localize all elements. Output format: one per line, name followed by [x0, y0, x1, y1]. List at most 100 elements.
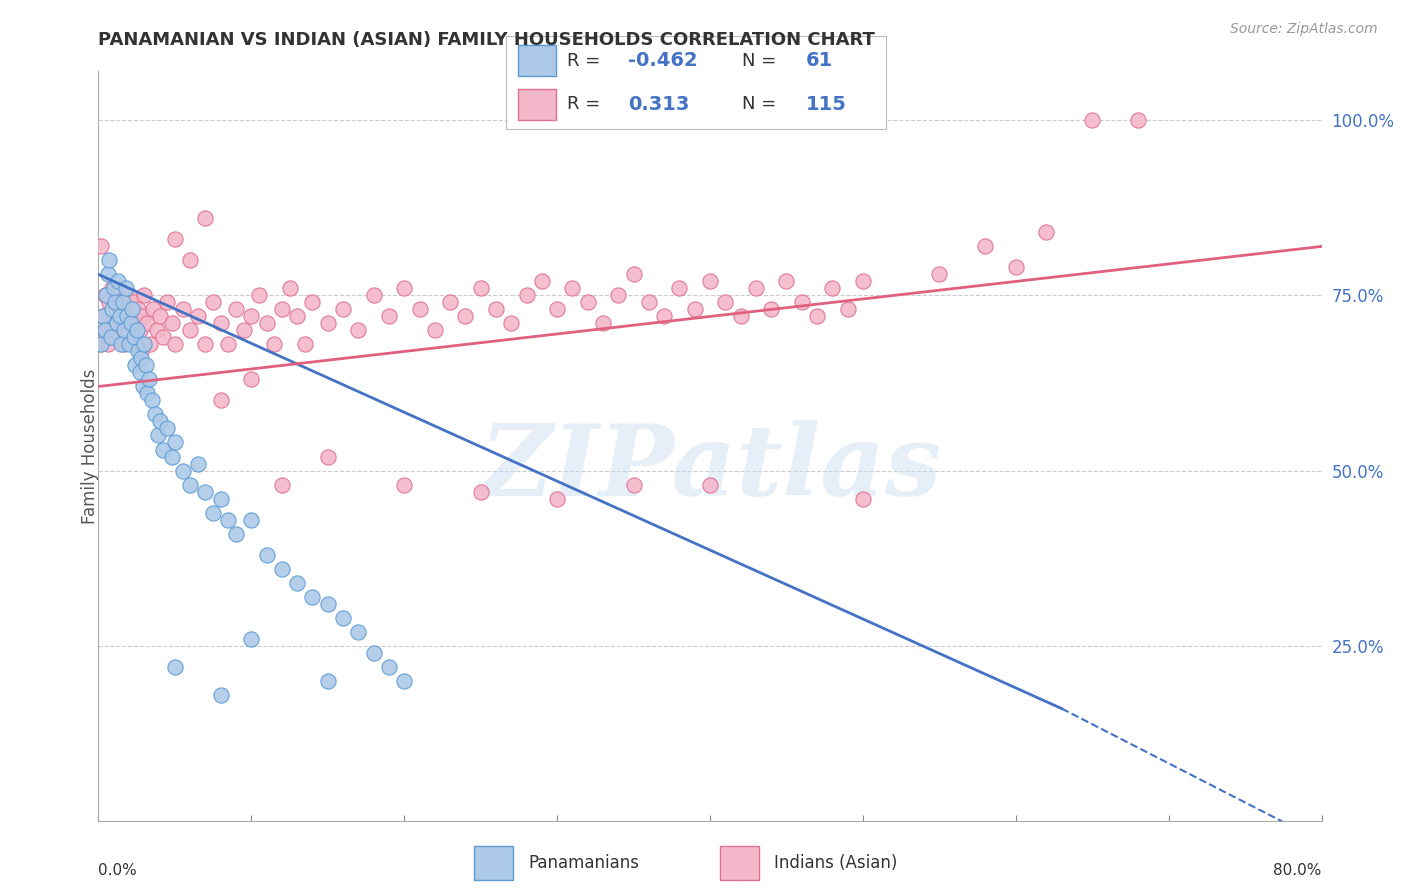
- Point: [128, 323, 150, 337]
- Point: [392, 477, 416, 491]
- Point: [149, 310, 172, 324]
- Point: [652, 310, 675, 324]
- Point: [225, 302, 247, 317]
- Text: -0.462: -0.462: [627, 52, 697, 70]
- Point: [392, 281, 416, 295]
- Point: [592, 317, 614, 331]
- Point: [122, 330, 145, 344]
- Point: [363, 646, 385, 660]
- Point: [285, 575, 308, 590]
- Point: [347, 323, 370, 337]
- Point: [623, 268, 645, 282]
- Point: [91, 310, 114, 324]
- Point: [209, 393, 232, 408]
- Point: [108, 310, 131, 324]
- Point: [89, 337, 111, 351]
- Point: [160, 317, 183, 331]
- Point: [638, 295, 661, 310]
- Point: [101, 302, 124, 317]
- Point: [607, 288, 630, 302]
- Point: [112, 323, 135, 337]
- Point: [278, 281, 301, 295]
- Point: [974, 239, 997, 253]
- Point: [94, 288, 117, 302]
- Point: [111, 317, 134, 331]
- Point: [423, 323, 446, 337]
- Point: [124, 317, 146, 331]
- Point: [129, 344, 152, 359]
- Point: [110, 295, 132, 310]
- Point: [143, 408, 166, 422]
- Bar: [720, 846, 759, 880]
- Point: [179, 323, 201, 337]
- Point: [160, 450, 183, 464]
- Point: [93, 323, 115, 337]
- Point: [202, 506, 225, 520]
- Point: [821, 281, 844, 295]
- Point: [145, 323, 167, 337]
- Point: [108, 330, 131, 344]
- Point: [163, 435, 186, 450]
- Point: [187, 457, 209, 471]
- Point: [141, 393, 163, 408]
- Point: [118, 337, 141, 351]
- Point: [172, 302, 194, 317]
- Point: [115, 281, 138, 295]
- Point: [117, 310, 139, 324]
- Point: [122, 295, 145, 310]
- Point: [156, 421, 179, 435]
- Y-axis label: Family Households: Family Households: [82, 368, 98, 524]
- Point: [217, 337, 239, 351]
- Point: [316, 450, 339, 464]
- Point: [163, 232, 186, 246]
- Point: [103, 281, 125, 295]
- Text: R =: R =: [567, 52, 600, 70]
- Point: [790, 295, 813, 310]
- Point: [852, 275, 875, 289]
- Point: [392, 673, 416, 688]
- Text: 0.313: 0.313: [627, 95, 689, 113]
- Point: [247, 288, 270, 302]
- Point: [1004, 260, 1026, 275]
- Point: [270, 561, 294, 575]
- Point: [1081, 113, 1104, 128]
- Point: [125, 337, 148, 351]
- Point: [156, 295, 179, 310]
- Point: [470, 281, 492, 295]
- Point: [100, 317, 122, 331]
- Text: N =: N =: [741, 52, 776, 70]
- Point: [316, 317, 339, 331]
- Point: [470, 484, 492, 499]
- Point: [121, 302, 143, 317]
- Point: [240, 310, 263, 324]
- Point: [316, 597, 339, 611]
- Point: [187, 310, 209, 324]
- Point: [1128, 113, 1150, 128]
- Point: [146, 428, 169, 442]
- Point: [561, 281, 583, 295]
- Point: [136, 386, 159, 401]
- Point: [209, 491, 232, 506]
- Point: [97, 337, 120, 351]
- Point: [240, 512, 263, 526]
- Point: [714, 295, 737, 310]
- Point: [623, 477, 645, 491]
- Point: [240, 372, 263, 386]
- Point: [129, 351, 152, 366]
- Point: [101, 281, 124, 295]
- Point: [263, 337, 285, 351]
- Point: [294, 337, 316, 351]
- Bar: [517, 45, 555, 76]
- Point: [104, 323, 127, 337]
- Point: [256, 548, 278, 562]
- Point: [530, 275, 553, 289]
- Point: [134, 337, 156, 351]
- Point: [127, 302, 149, 317]
- Point: [408, 302, 430, 317]
- Point: [134, 288, 156, 302]
- Point: [256, 317, 278, 331]
- Point: [683, 302, 706, 317]
- Text: 61: 61: [806, 52, 834, 70]
- Text: N =: N =: [741, 95, 776, 113]
- Point: [546, 491, 568, 506]
